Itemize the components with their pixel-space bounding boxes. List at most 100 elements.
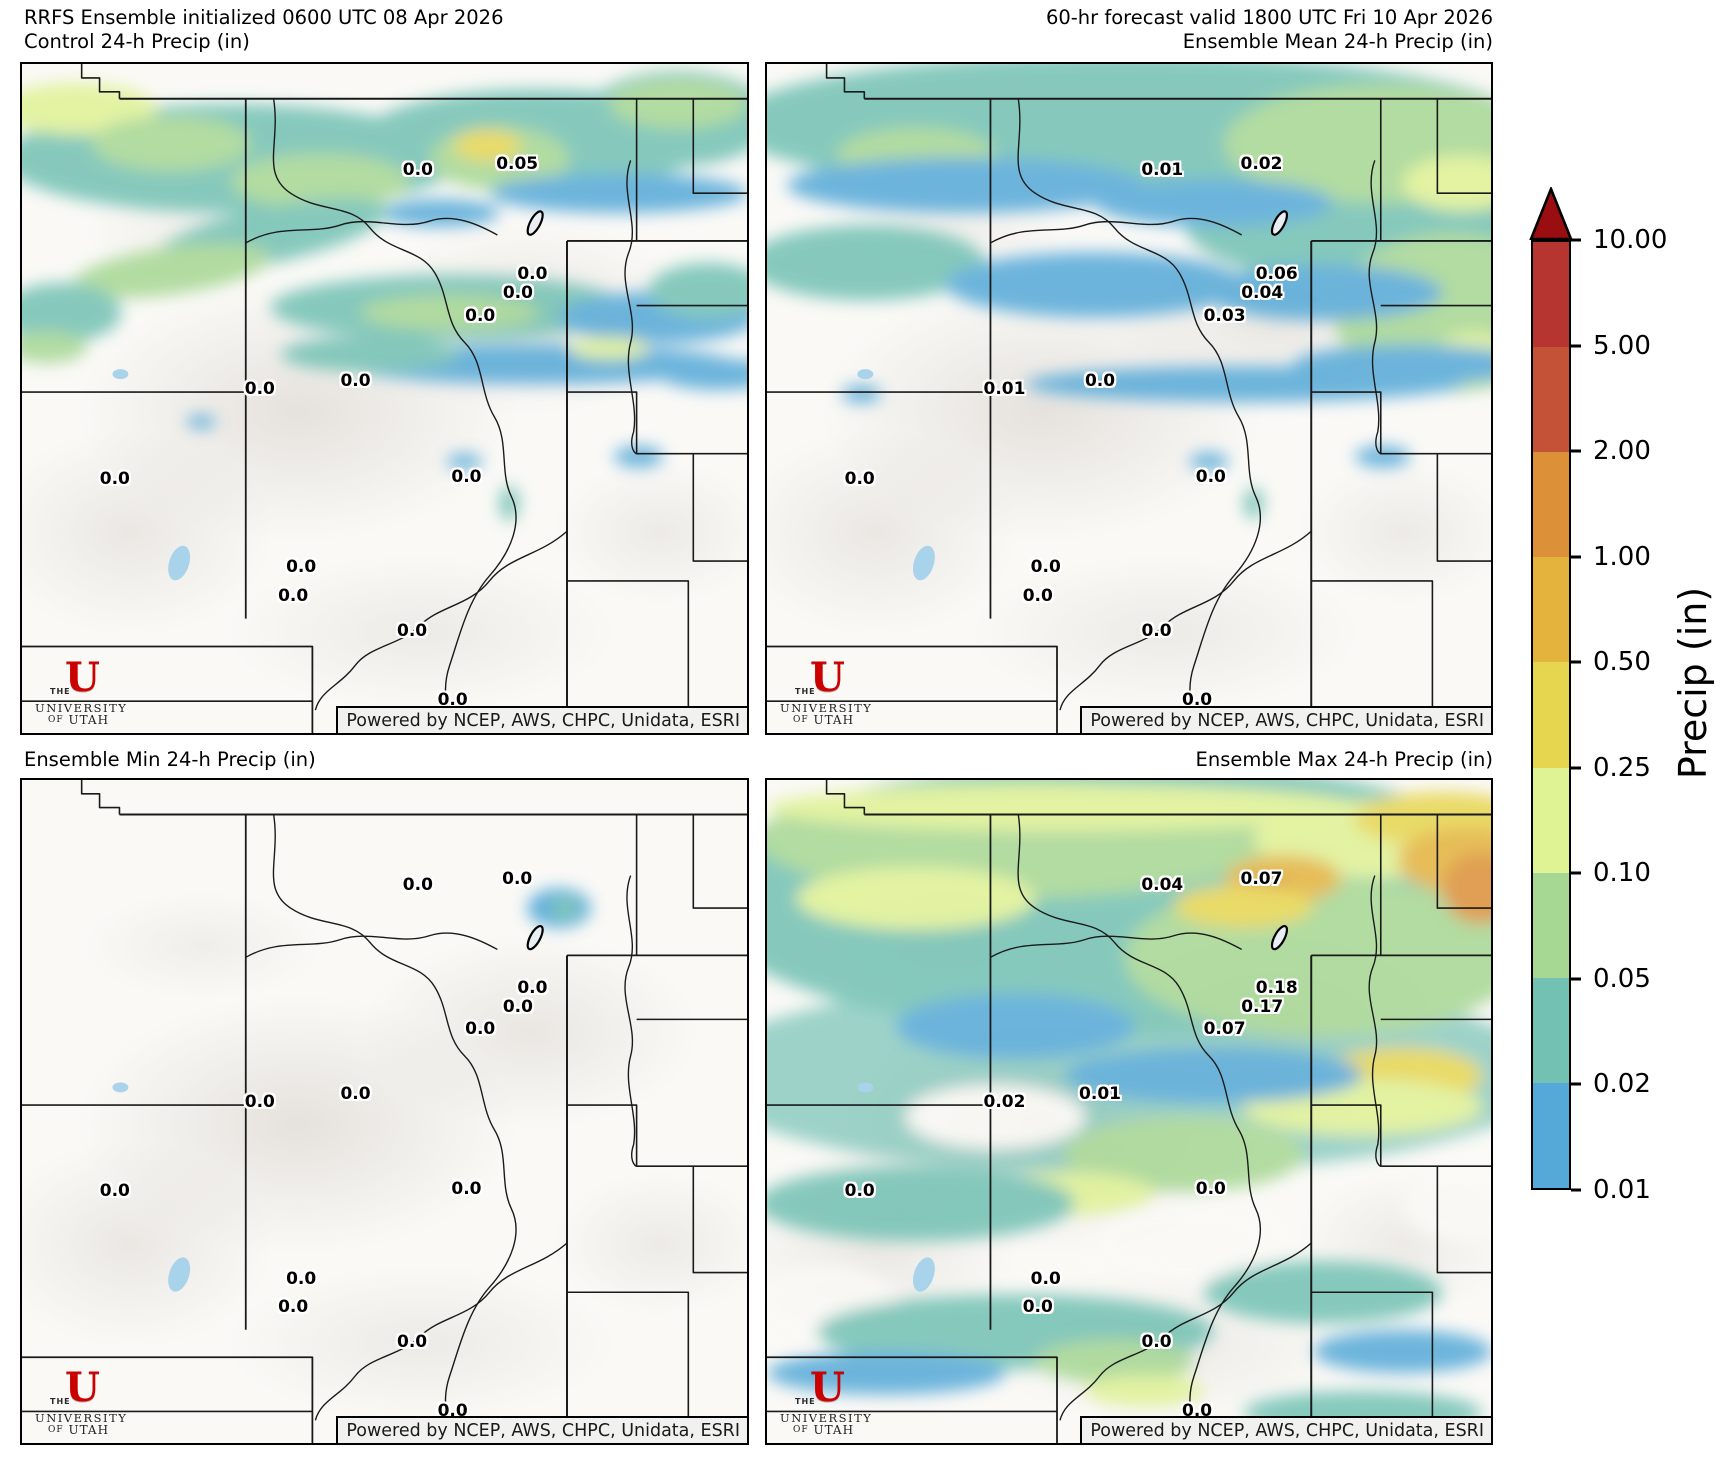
logo-university-text: UNIVERSITY	[35, 701, 128, 715]
station-value-label: 0.0	[1030, 1268, 1061, 1289]
station-value-label: 0.0	[1141, 620, 1172, 641]
station-value-label: 0.0	[340, 371, 371, 392]
logo-the-text: THE	[795, 687, 816, 696]
colorbar-tick-mark	[1571, 871, 1581, 875]
station-value-label: 0.0	[286, 1268, 317, 1289]
station-value-label: 0.04	[1141, 875, 1184, 896]
colorbar-tick-label: 0.25	[1593, 752, 1651, 783]
station-value-label: 0.0	[1195, 466, 1226, 487]
colorbar-tick-label: 0.01	[1593, 1175, 1651, 1205]
station-value-label: 0.0	[517, 978, 548, 999]
attribution-text: Powered by NCEP, AWS, CHPC, Unidata, ESR…	[346, 1421, 740, 1441]
colorbar-tick-mark	[1571, 977, 1581, 981]
station-value-label: 0.0	[99, 468, 130, 489]
station-value-label: 0.07	[1203, 1019, 1246, 1040]
colorbar-tick-mark	[1571, 766, 1581, 770]
logo-university-text: UNIVERSITY	[35, 1411, 128, 1425]
station-value-label: 0.0	[396, 1331, 428, 1352]
colorbar-tick-label: 1.00	[1593, 541, 1651, 572]
title-bottom-right-line1: Ensemble Max 24-h Precip (in)	[1195, 748, 1493, 771]
university-of-utah-logo: THE U UNIVERSITY OF UTAH	[777, 658, 877, 728]
colorbar-over-arrow	[1529, 187, 1573, 240]
utah-u-icon: U	[810, 654, 845, 701]
station-value-label: 0.0	[286, 557, 317, 578]
colorbar-tick-label: 5.00	[1593, 330, 1651, 361]
station-value-label: 0.0	[437, 1400, 468, 1421]
colorbar-tick-mark	[1571, 1188, 1581, 1192]
colorbar	[1531, 240, 1571, 1190]
panel-max-map: 0.04 0.07 0.18 0.17 0.07 0.02 0.01 0.0 0.0 0.0 0.0…	[765, 778, 1493, 1445]
logo-the-text: THE	[795, 1397, 816, 1406]
station-value-label: 0.0	[402, 875, 433, 896]
colorbar-tick-mark	[1571, 1082, 1581, 1086]
colorbar-tick-label: 0.02	[1593, 1069, 1651, 1100]
title-top-left: RRFS Ensemble initialized 0600 UTC 08 Ap…	[24, 6, 503, 54]
logo-the-text: THE	[50, 1397, 71, 1406]
station-value-label: 0.0	[1022, 1297, 1053, 1318]
logo-of-utah-text: OF UTAH	[48, 713, 110, 727]
station-value-label: 0.06	[1255, 264, 1298, 285]
title-top-right-line2: Ensemble Mean 24-h Precip (in)	[1182, 30, 1493, 53]
university-of-utah-logo: THE U UNIVERSITY OF UTAH	[32, 1368, 132, 1438]
colorbar-tick-mark	[1571, 344, 1581, 348]
colorbar-tick-label: 0.05	[1593, 963, 1651, 994]
station-value-label: 0.0	[396, 620, 428, 641]
colorbar-segment	[1533, 242, 1569, 348]
colorbar-tick-mark	[1571, 238, 1581, 242]
colorbar-tick-label: 2.00	[1593, 436, 1651, 467]
colorbar-segment	[1533, 452, 1569, 558]
attribution-text: Powered by NCEP, AWS, CHPC, Unidata, ESR…	[1090, 711, 1484, 731]
station-value-label: 0.0	[1195, 1179, 1226, 1200]
title-top-right-line1: 60-hr forecast valid 1800 UTC Fri 10 Apr…	[1045, 6, 1493, 29]
colorbar-tick-mark	[1571, 555, 1581, 559]
station-value-label: 0.0	[502, 869, 533, 890]
logo-of-utah-text: OF UTAH	[48, 1423, 110, 1437]
colorbar-tick-label: 0.10	[1593, 858, 1651, 889]
colorbar-segment	[1533, 662, 1569, 768]
station-value-label: 0.0	[844, 468, 875, 489]
colorbar-tick-mark	[1571, 660, 1581, 664]
station-value-label: 0.0	[437, 690, 468, 711]
panel-control-map: 0.0 0.05 0.0 0.0 0.0 0.0 0.0 0.0 0.0 0.0 0.0 0.0 0.0…	[20, 62, 749, 735]
station-value-label: 0.0	[1084, 371, 1116, 392]
station-value-label: 0.0	[1030, 557, 1061, 578]
attribution-text: Powered by NCEP, AWS, CHPC, Unidata, ESR…	[346, 711, 740, 731]
station-value-label: 0.0	[278, 1297, 309, 1318]
title-bottom-left-line1: Ensemble Min 24-h Precip (in)	[24, 748, 316, 771]
utah-u-icon: U	[810, 1364, 845, 1411]
station-value-label: 0.03	[1203, 305, 1246, 326]
attribution-text: Powered by NCEP, AWS, CHPC, Unidata, ESR…	[1090, 1421, 1484, 1441]
station-value-label: 0.0	[1141, 1331, 1172, 1352]
station-value-label: 0.0	[502, 282, 533, 303]
station-value-label: 0.0	[278, 585, 309, 606]
station-value-label: 0.05	[496, 154, 539, 175]
station-value-label: 0.01	[1079, 1084, 1122, 1105]
station-value-label: 0.0	[844, 1181, 875, 1202]
title-top-left-line1: RRFS Ensemble initialized 0600 UTC 08 Ap…	[24, 6, 504, 29]
utah-u-icon: U	[65, 654, 100, 701]
colorbar-segment	[1533, 977, 1569, 1083]
station-value-label: 0.02	[1240, 154, 1283, 175]
station-labels-mean: 0.01 0.02 0.06 0.04 0.03 0.01 0.0 0.0 0.0 0.0 0.0 0…	[767, 64, 1491, 733]
station-value-label: 0.04	[1241, 282, 1284, 303]
colorbar-tick-label: 0.50	[1593, 647, 1651, 678]
station-labels-min: 0.0 0.0 0.0 0.0 0.0 0.0 0.0 0.0 0.0 0.0 0.0 0.0 0.0	[22, 780, 747, 1443]
station-labels-max: 0.04 0.07 0.18 0.17 0.07 0.02 0.01 0.0 0.0 0.0 0.0…	[767, 780, 1491, 1443]
colorbar-segment	[1533, 1082, 1569, 1188]
station-value-label: 0.0	[340, 1084, 371, 1105]
logo-of-utah-text: OF UTAH	[793, 1423, 855, 1437]
station-value-label: 0.01	[1141, 160, 1184, 181]
station-value-label: 0.0	[451, 1179, 482, 1200]
colorbar-segment	[1533, 872, 1569, 978]
colorbar-tick-label: 10.00	[1593, 225, 1668, 255]
attribution-bar: Powered by NCEP, AWS, CHPC, Unidata, ESR…	[335, 1416, 747, 1443]
utah-u-icon: U	[65, 1364, 100, 1411]
station-value-label: 0.0	[1181, 690, 1213, 711]
colorbar-axis-label: Precip (in)	[1671, 586, 1715, 780]
panel-mean-map: 0.01 0.02 0.06 0.04 0.03 0.01 0.0 0.0 0.0 0.0 0.0 0…	[765, 62, 1493, 735]
station-value-label: 0.01	[983, 379, 1026, 400]
logo-university-text: UNIVERSITY	[780, 701, 873, 715]
logo-of-utah-text: OF UTAH	[793, 713, 855, 727]
colorbar-segment	[1533, 347, 1569, 453]
